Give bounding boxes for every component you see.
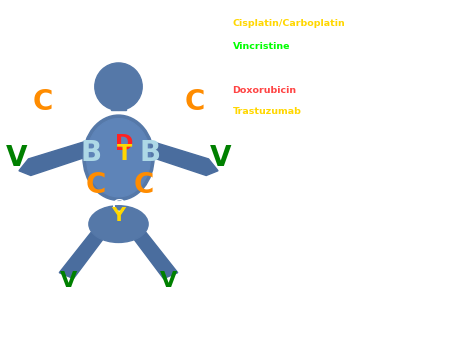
Polygon shape <box>147 140 218 176</box>
Text: V: V <box>6 144 27 172</box>
Text: Nephrotoxicity: Nephrotoxicity <box>233 36 371 45</box>
Text: D: D <box>115 133 134 153</box>
Text: C: C <box>112 199 125 217</box>
Text: C: C <box>184 88 204 116</box>
Text: – Ototoxicity and: – Ototoxicity and <box>439 19 474 28</box>
Polygon shape <box>121 224 178 279</box>
Text: Trastuzumab: Trastuzumab <box>233 106 301 115</box>
FancyBboxPatch shape <box>111 97 126 110</box>
Polygon shape <box>19 140 90 176</box>
Text: B: B <box>81 139 102 167</box>
Ellipse shape <box>89 206 148 243</box>
Text: – Cardiotoxicity: – Cardiotoxicity <box>341 86 417 95</box>
Text: C: C <box>33 88 53 116</box>
Text: C: C <box>86 171 106 199</box>
Text: C: C <box>133 171 154 199</box>
Ellipse shape <box>83 115 154 200</box>
Polygon shape <box>59 224 116 279</box>
Text: – Hemorrhagic Cystitis: – Hemorrhagic Cystitis <box>390 128 474 138</box>
Ellipse shape <box>86 119 151 197</box>
Text: V: V <box>160 271 177 291</box>
Circle shape <box>95 63 142 110</box>
Text: Bleomycin and Busulfan: Bleomycin and Busulfan <box>233 64 347 73</box>
Text: Vincristine: Vincristine <box>233 42 290 51</box>
Text: V: V <box>210 144 231 172</box>
Text: T: T <box>117 144 132 164</box>
Text: Cisplatin/Carboplatin: Cisplatin/Carboplatin <box>233 19 346 28</box>
Text: Doxorubicin: Doxorubicin <box>233 86 297 95</box>
Text: B: B <box>140 139 161 167</box>
Text: – Peripheral Neuropathy: – Peripheral Neuropathy <box>341 42 458 51</box>
Text: V: V <box>60 271 77 291</box>
Text: – Pulmonary Fibrosis: – Pulmonary Fibrosis <box>448 64 474 73</box>
Text: Y: Y <box>111 206 126 225</box>
Text: Cyclophosphamide: Cyclophosphamide <box>233 128 323 138</box>
Text: – Cardiotoxicity: – Cardiotoxicity <box>341 106 417 115</box>
